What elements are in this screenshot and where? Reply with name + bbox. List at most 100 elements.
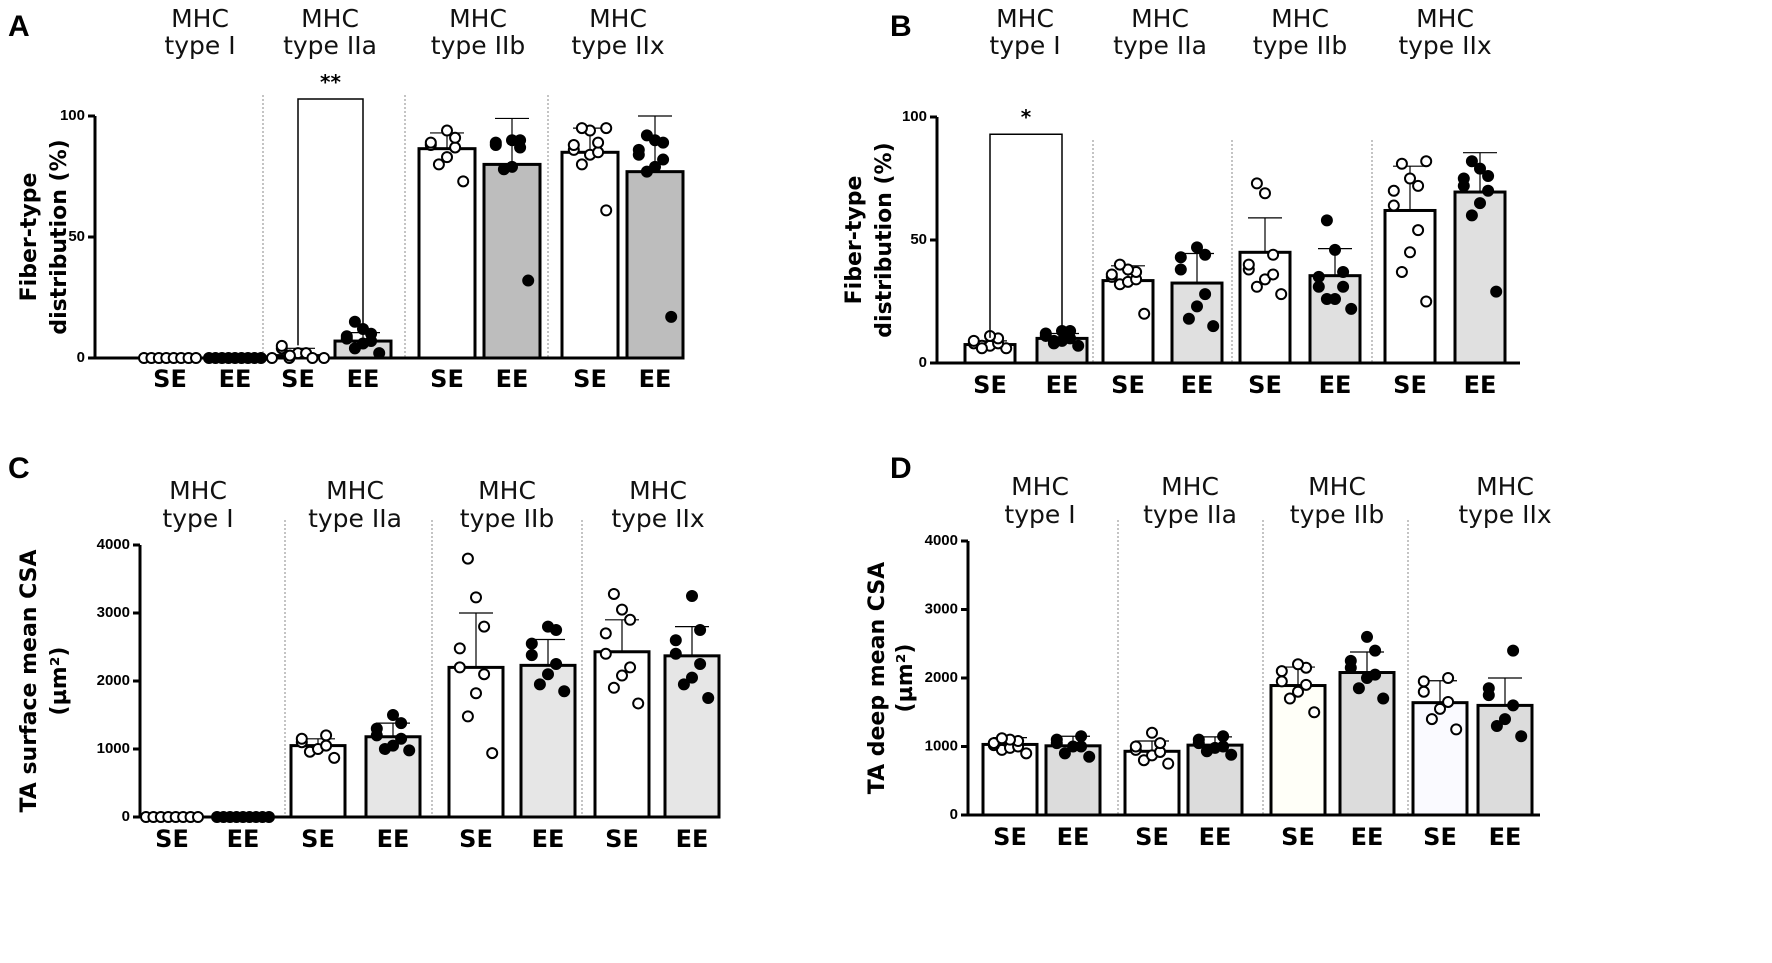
data-point — [1050, 733, 1063, 746]
category-label: EE — [1489, 823, 1522, 851]
data-point — [1138, 307, 1151, 320]
data-point — [1377, 692, 1390, 705]
category-label: SE — [1281, 823, 1315, 851]
group-title: MHC — [171, 4, 229, 33]
data-point — [1129, 740, 1142, 753]
data-point — [1275, 665, 1288, 678]
data-point — [1283, 692, 1296, 705]
data-point — [1507, 699, 1520, 712]
significance-bracket — [297, 98, 364, 346]
data-point — [702, 692, 715, 704]
data-point — [592, 136, 605, 149]
data-point — [457, 175, 470, 188]
data-point — [567, 139, 580, 152]
data-point — [306, 352, 319, 364]
data-point — [694, 624, 707, 636]
y-axis-label: (µm²) — [893, 644, 918, 713]
data-point — [575, 158, 588, 171]
data-point — [1292, 685, 1304, 698]
category-label: SE — [1393, 371, 1427, 399]
group-subtitle: type IIa — [1143, 500, 1237, 529]
y-tick-label: 100 — [902, 108, 927, 125]
data-point — [1039, 327, 1052, 340]
category-label: EE — [1046, 371, 1079, 399]
group-title: MHC — [629, 476, 687, 505]
group-title: MHC — [326, 476, 384, 505]
data-point — [677, 678, 690, 691]
category-label: EE — [1181, 371, 1214, 399]
data-point — [616, 669, 628, 682]
y-axis-label: distribution (%) — [47, 139, 72, 334]
data-point — [1105, 268, 1118, 281]
y-tick-label: 1000 — [97, 740, 130, 757]
group-title: MHC — [1308, 472, 1366, 501]
data-point — [1474, 162, 1486, 175]
category-label: SE — [301, 825, 335, 853]
y-tick-label: 4000 — [97, 536, 130, 553]
data-point — [1344, 654, 1357, 667]
data-point — [1312, 270, 1325, 283]
data-point — [1191, 241, 1203, 254]
data-point — [1217, 730, 1230, 743]
category-label: EE — [1057, 823, 1090, 851]
group-subtitle: type IIb — [460, 504, 554, 533]
data-point — [1199, 288, 1212, 301]
bar-ee — [625, 170, 685, 360]
category-label: EE — [219, 365, 252, 393]
data-point — [1308, 706, 1321, 719]
data-point — [607, 681, 620, 694]
data-point — [694, 658, 707, 670]
data-point — [686, 671, 698, 684]
data-point — [1113, 258, 1126, 271]
data-point — [1275, 288, 1288, 301]
data-point — [592, 146, 605, 159]
group-subtitle: type IIa — [308, 504, 402, 533]
bar-se — [560, 150, 620, 360]
data-point — [669, 647, 682, 660]
data-point — [478, 620, 491, 633]
data-point — [1395, 265, 1408, 278]
data-point — [575, 122, 588, 135]
data-point — [1259, 187, 1271, 200]
category-label: EE — [1319, 371, 1352, 399]
data-point — [624, 613, 637, 626]
y-tick-label: 3000 — [925, 600, 958, 617]
data-point — [1207, 320, 1220, 333]
data-point — [1292, 658, 1304, 671]
group-subtitle: type IIx — [571, 31, 664, 60]
y-tick-label: 4000 — [925, 532, 958, 549]
data-point — [1058, 747, 1071, 760]
data-point — [1267, 248, 1280, 261]
group-title: MHC — [1161, 472, 1219, 501]
data-point — [1275, 675, 1288, 688]
data-point — [1075, 730, 1088, 743]
data-point — [1515, 730, 1528, 743]
data-point — [1146, 726, 1158, 739]
data-point — [453, 661, 466, 674]
bar-se — [1383, 208, 1437, 365]
data-point — [1312, 280, 1325, 293]
group-title: MHC — [449, 4, 507, 33]
data-point — [320, 739, 333, 752]
category-label: EE — [1199, 823, 1232, 851]
data-point — [470, 687, 482, 700]
y-axis-label: distribution (%) — [872, 142, 897, 337]
data-point — [489, 136, 502, 149]
data-point — [192, 811, 204, 823]
group-subtitle: type I — [1004, 500, 1075, 529]
data-point — [449, 131, 462, 144]
data-point — [550, 658, 563, 670]
y-axis-label: Fiber-type — [17, 173, 42, 302]
data-point — [669, 634, 682, 647]
group-subtitle: type IIx — [1458, 500, 1551, 529]
category-label: SE — [573, 365, 607, 393]
data-point — [1404, 246, 1416, 259]
data-point — [558, 685, 571, 698]
y-axis-label: TA deep mean CSA — [865, 562, 890, 794]
y-tick-label: 1000 — [925, 737, 958, 754]
data-point — [1442, 695, 1455, 708]
data-point — [657, 153, 670, 166]
data-point — [1361, 630, 1373, 643]
data-point — [340, 330, 353, 343]
data-point — [441, 151, 453, 164]
